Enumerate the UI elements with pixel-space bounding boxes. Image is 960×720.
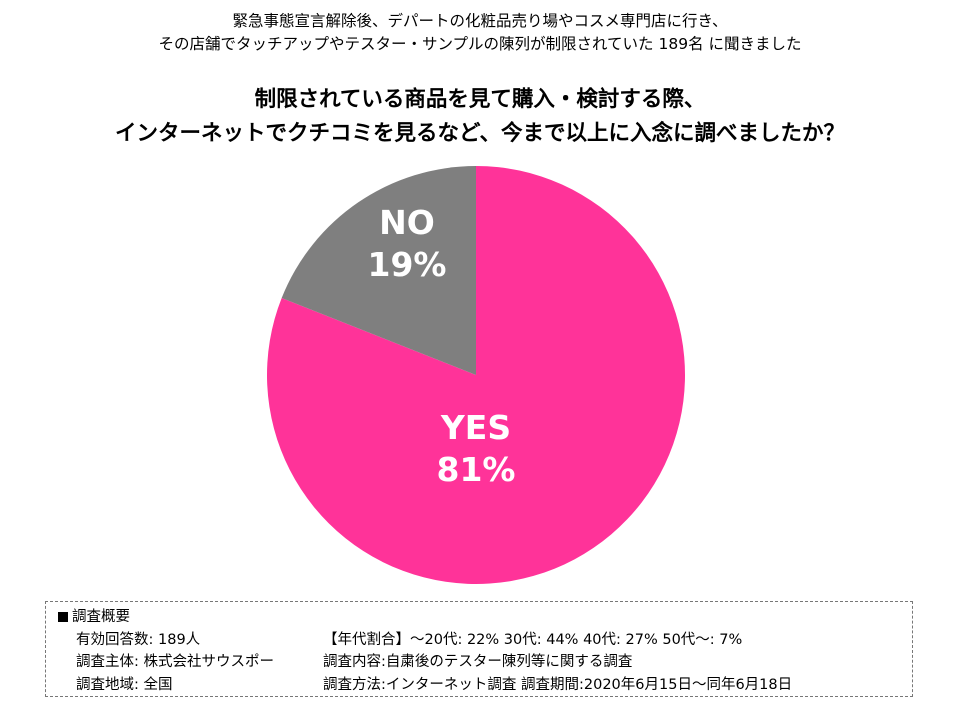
summary-row-1: 有効回答数: 189人 【年代割合】～20代: 22% 30代: 44% 40代…	[58, 629, 900, 652]
pie-slice-yes	[267, 166, 685, 584]
chart-title: 制限されている商品を見て購入・検討する際、 インターネットでクチコミを見るなど、…	[0, 83, 960, 151]
summary-heading: 調査概要	[58, 606, 900, 629]
summary-region: 調査地域: 全国	[76, 676, 173, 693]
slice-label-no: NO	[379, 203, 435, 242]
intro-line-2: その店舗でタッチアップやテスター・サンプルの陳列が制限されていた 189名 に聞…	[158, 35, 802, 53]
pie-slice-no	[281, 166, 476, 375]
summary-row-2: 調査主体: 株式会社サウスポー 調査内容:自粛後のテスター陳列等に関する調査	[58, 651, 900, 674]
slice-label-yes: YES	[440, 408, 511, 447]
slice-percent-no: 19%	[368, 245, 447, 284]
intro-line-1: 緊急事態宣言解除後、デパートの化粧品売り場やコスメ専門店に行き、	[232, 12, 728, 30]
question-line-2: インターネットでクチコミを見るなど、今まで以上に入念に調べましたか？	[115, 121, 845, 146]
intro-text: 緊急事態宣言解除後、デパートの化粧品売り場やコスメ専門店に行き、 その店舗でタッ…	[0, 10, 960, 56]
survey-summary-box: 調査概要 有効回答数: 189人 【年代割合】～20代: 22% 30代: 44…	[45, 601, 913, 697]
summary-organizer: 調査主体: 株式会社サウスポー	[76, 654, 274, 670]
summary-respondents: 有効回答数: 189人	[76, 631, 201, 648]
question-line-1: 制限されている商品を見て購入・検討する際、	[254, 87, 706, 112]
summary-row-3: 調査地域: 全国 調査方法:インターネット調査 調査期間:2020年6月15日～…	[58, 674, 900, 697]
summary-age-ratio: 【年代割合】～20代: 22% 30代: 44% 40代: 27% 50代～: …	[323, 631, 743, 648]
square-bullet-icon	[58, 612, 68, 623]
summary-title: 調査概要	[72, 609, 130, 625]
slice-percent-yes: 81%	[437, 450, 516, 489]
summary-content: 調査内容:自粛後のテスター陳列等に関する調査	[323, 654, 633, 670]
summary-method: 調査方法:インターネット調査 調査期間:2020年6月15日～同年6月18日	[323, 676, 793, 693]
